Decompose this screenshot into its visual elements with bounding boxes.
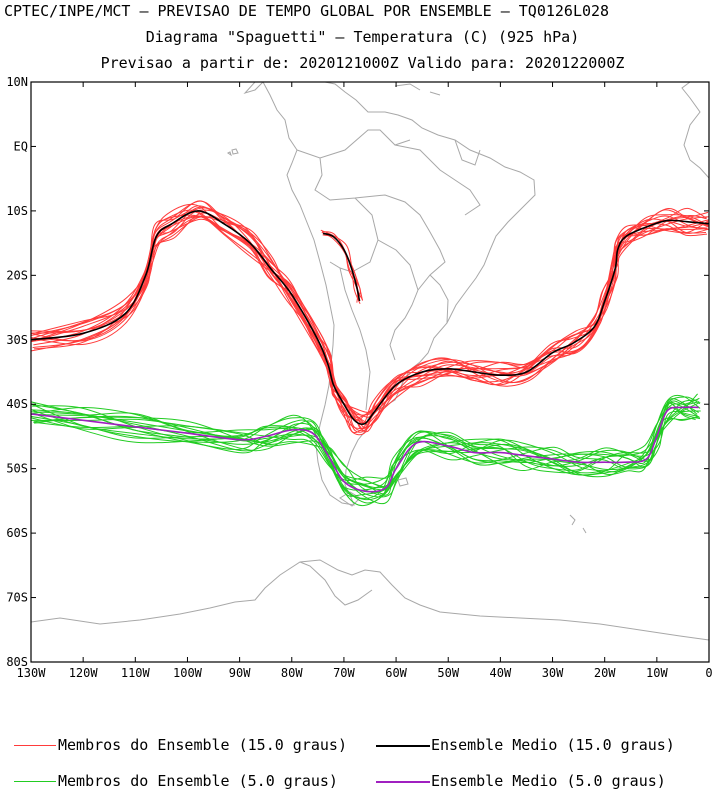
lon-tick-label: 60W [385, 666, 407, 680]
lat-tick-label: 20S [6, 268, 28, 282]
legend-mean15-label: Ensemble Medio (15.0 graus) [431, 736, 675, 754]
header-subtitle: Diagrama "Spaguetti" – Temperatura (C) (… [145, 28, 580, 46]
lat-tick-label: 60S [6, 526, 28, 540]
central-america-coast [243, 82, 264, 94]
lat-tick-label: 30S [6, 333, 28, 347]
galapagos [227, 148, 239, 157]
lon-tick-label: 90W [229, 666, 251, 680]
map-frame [30, 81, 710, 663]
ensemble-member-line [33, 394, 701, 481]
legend-mean15-swatch [376, 745, 430, 747]
lon-tick-label: 0 [705, 666, 712, 680]
lat-tick-label: 70S [6, 591, 28, 605]
legend-members5-swatch [14, 781, 56, 782]
south-georgia [569, 514, 587, 534]
legend-members15-label: Membros do Ensemble (15.0 graus) [58, 736, 347, 754]
lat-tick-label: 10N [6, 75, 28, 89]
lat-tick-label: 10S [6, 204, 28, 218]
lon-tick-label: 130W [17, 666, 47, 680]
ensemble-member-line [31, 396, 701, 485]
lon-tick-label: 110W [121, 666, 151, 680]
header-title: CPTEC/INPE/MCT – PREVISAO DE TEMPO GLOBA… [4, 2, 610, 20]
lat-tick-label: 40S [6, 397, 28, 411]
ensemble-member-line [31, 398, 698, 489]
legend-members15-swatch [14, 745, 56, 746]
lon-tick-label: 10W [646, 666, 668, 680]
lon-tick-label: 80W [281, 666, 303, 680]
ensemble-member-line [33, 214, 709, 429]
ensemble-member-line [33, 406, 696, 496]
ensemble-mean-15-andes-line [322, 232, 361, 302]
africa-coast [681, 82, 709, 179]
lat-tick-label: 80S [6, 655, 28, 669]
legend-members5-label: Membros do Ensemble (5.0 graus) [58, 772, 338, 790]
lon-tick-label: 20W [594, 666, 616, 680]
ensemble-member-line [32, 405, 699, 505]
ensemble-mean-15-line [31, 210, 709, 426]
legend-mean5-label: Ensemble Medio (5.0 graus) [431, 772, 666, 790]
lat-tick-label: 50S [6, 462, 28, 476]
ensemble-member-line [31, 200, 709, 432]
legend-mean5-swatch [376, 781, 430, 783]
ensemble-member-line [32, 399, 698, 497]
lat-tick-label: EQ [14, 139, 28, 153]
antarctic-peninsula [299, 561, 373, 606]
coastline-layer [31, 82, 709, 641]
country-borders [296, 129, 481, 411]
header-dates: Previsao a partir de: 2020121000Z Valido… [100, 54, 625, 72]
antarctica-coast [31, 559, 709, 641]
ensemble-mean-5-line [31, 406, 699, 493]
south-america-coast [262, 82, 536, 506]
lon-tick-label: 120W [69, 666, 99, 680]
caribbean-islands [394, 83, 441, 96]
lon-tick-label: 30W [542, 666, 564, 680]
series-layer [31, 200, 709, 507]
ensemble-member-line [321, 231, 361, 300]
ensemble-member-line [31, 205, 709, 429]
falklands [397, 477, 409, 487]
lon-tick-label: 100W [173, 666, 203, 680]
lon-tick-label: 50W [437, 666, 459, 680]
ensemble-member-line [31, 403, 701, 504]
lon-tick-label: 40W [490, 666, 512, 680]
lon-tick-label: 70W [333, 666, 355, 680]
